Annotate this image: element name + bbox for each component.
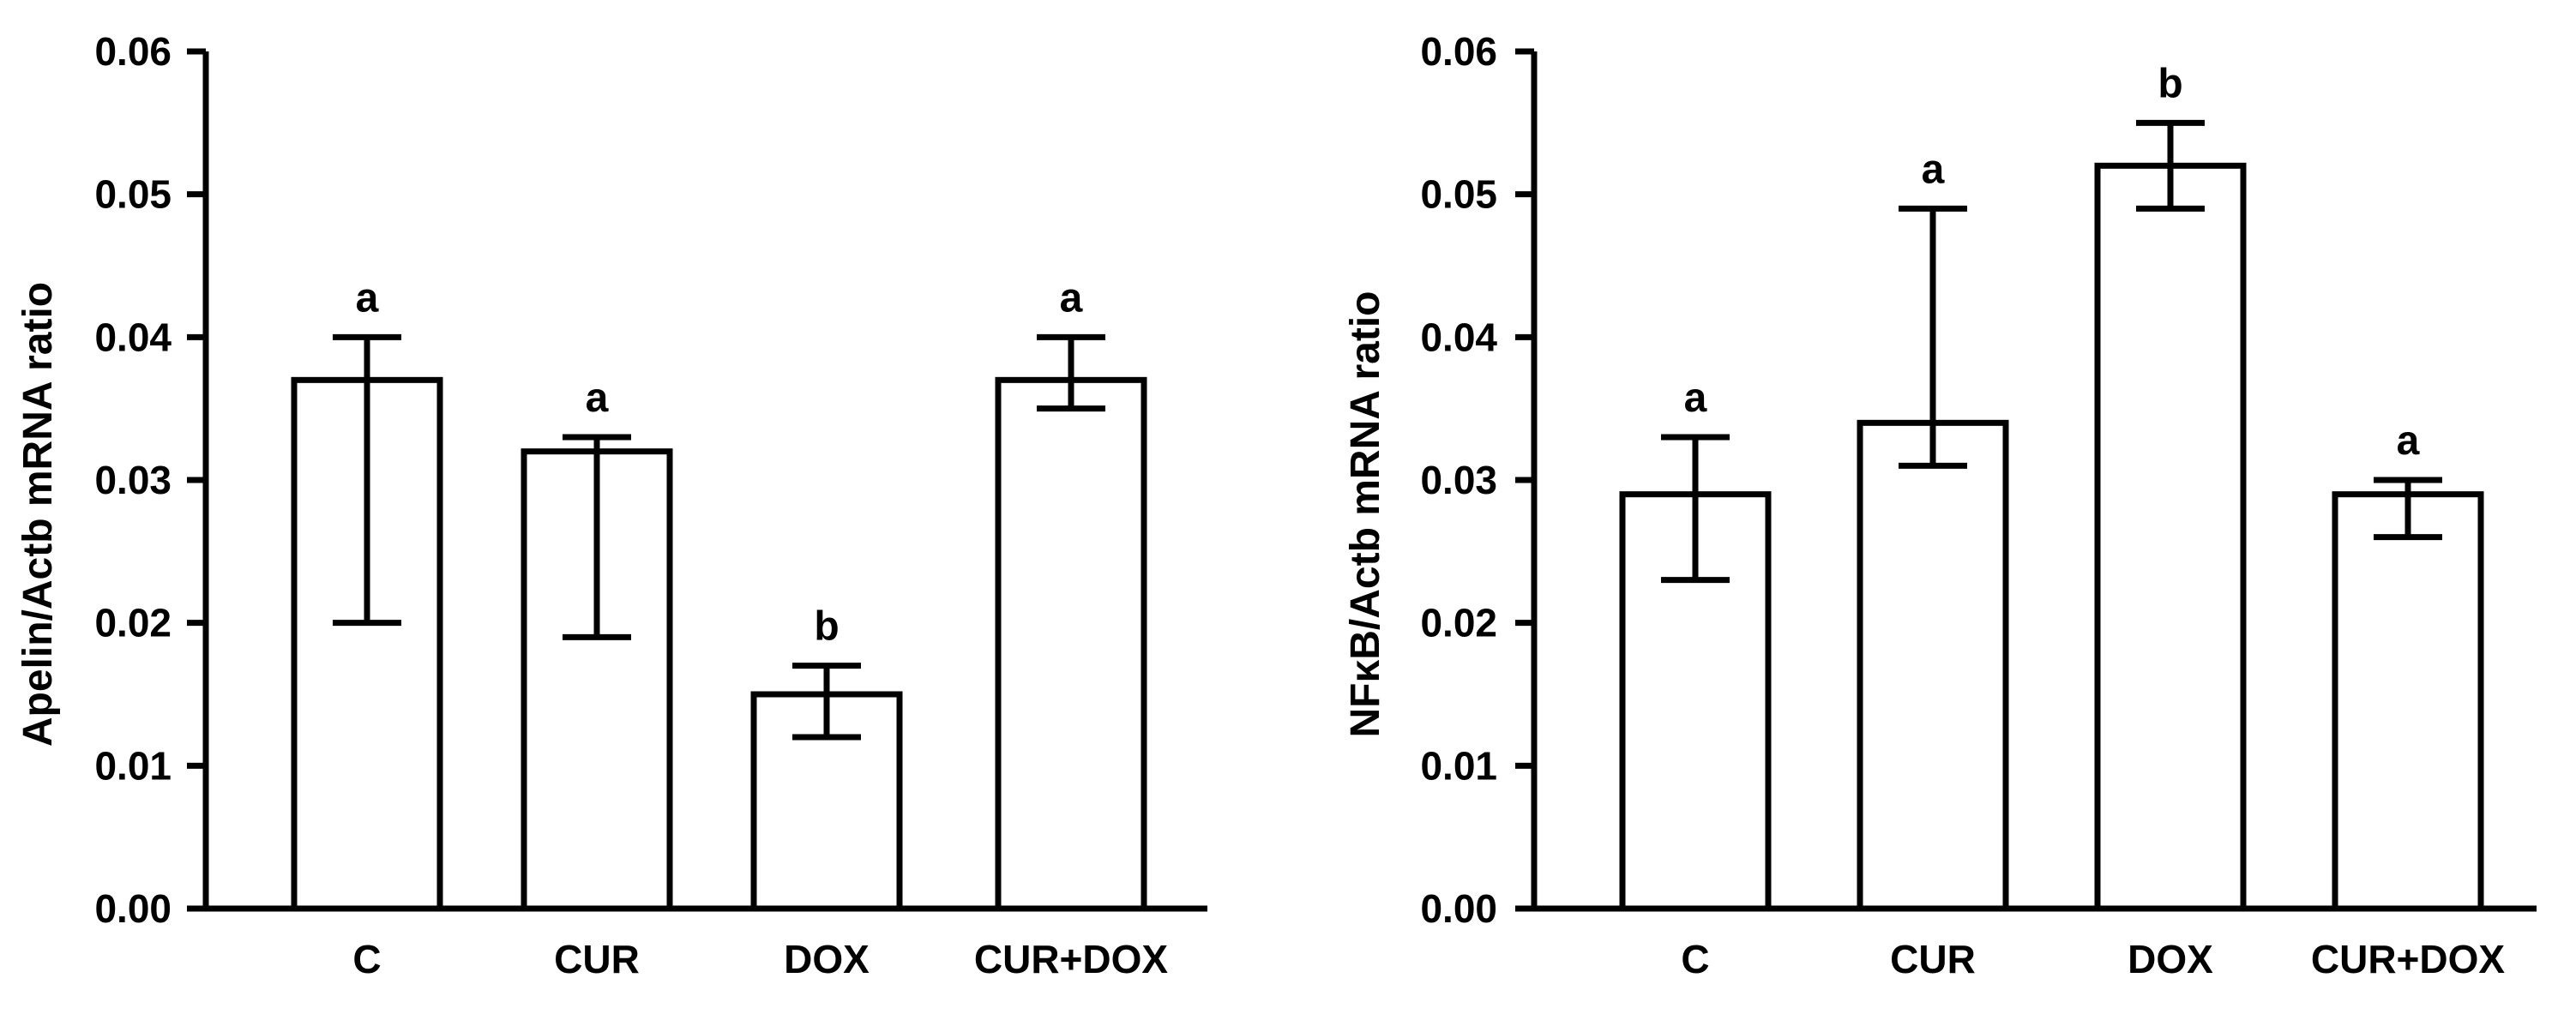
x-category-label: C: [352, 937, 381, 981]
y-tick-label: 0.05: [1420, 172, 1497, 217]
significance-letter: a: [1684, 375, 1707, 421]
y-tick-label: 0.04: [94, 315, 172, 359]
x-category-label: DOX: [784, 937, 870, 981]
y-tick-label: 0.03: [1420, 458, 1497, 502]
significance-letter: b: [2158, 61, 2182, 106]
bar: [995, 376, 1147, 912]
significance-letter: a: [1060, 275, 1083, 321]
significance-letter: a: [586, 375, 609, 421]
y-tick-label: 0.06: [1420, 29, 1497, 74]
significance-letter: a: [356, 275, 379, 321]
significance-letter: a: [2397, 418, 2420, 464]
significance-letter: a: [1922, 147, 1945, 192]
y-axis-title: NFκB/Actb mRNA ratio: [1343, 291, 1388, 738]
x-category-label: CUR+DOX: [974, 937, 1169, 981]
x-category-label: CUR: [1890, 937, 1976, 981]
y-tick-label: 0.04: [1420, 315, 1497, 359]
y-tick-label: 0.01: [1420, 743, 1497, 788]
y-tick-label: 0.00: [1420, 886, 1497, 931]
x-category-label: C: [1681, 937, 1709, 981]
x-category-label: CUR+DOX: [2311, 937, 2506, 981]
y-tick-label: 0.02: [1420, 601, 1497, 645]
y-tick-label: 0.02: [94, 601, 172, 645]
bar: [1857, 419, 2009, 912]
y-axis-title: Apelin/Actb mRNA ratio: [15, 282, 61, 747]
nfkb-chart-panel: 0.00 0.01 0.02 0.03 0.04 0.05 0.06 NFκB/Actb mR…: [1343, 29, 2537, 981]
bar: [2332, 491, 2484, 912]
y-tick-label: 0.00: [94, 886, 172, 931]
x-category-label: DOX: [2128, 937, 2213, 981]
y-tick-label: 0.03: [94, 458, 172, 502]
apelin-chart-panel: 0.00 0.01 0.02 0.03 0.04 0.05 0.06 Apelin/Actb …: [15, 29, 1207, 981]
y-tick-label: 0.06: [94, 29, 172, 74]
significance-letter: b: [814, 604, 839, 650]
x-category-label: CUR: [554, 937, 640, 981]
y-tick-label: 0.01: [94, 743, 172, 788]
y-tick-label: 0.05: [94, 172, 172, 217]
bar: [2094, 162, 2247, 912]
